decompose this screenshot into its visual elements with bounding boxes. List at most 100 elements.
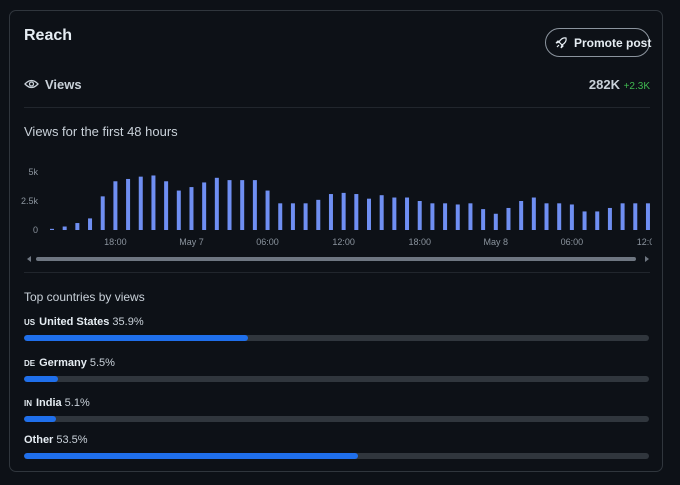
- bar: [126, 178, 131, 230]
- bar: [506, 207, 511, 230]
- country-name: Germany: [39, 357, 87, 369]
- country-name: Other: [24, 434, 54, 446]
- bar: [582, 211, 587, 230]
- title: Reach: [24, 27, 73, 44]
- share-bar: [24, 453, 359, 459]
- views-label: Views: [45, 77, 82, 92]
- chart-title: Views for the first 48 hours: [24, 124, 178, 139]
- rocket-icon: [555, 37, 567, 49]
- country-label: IN India 5.1%: [24, 397, 90, 409]
- bar: [316, 199, 321, 230]
- bar: [633, 203, 638, 230]
- promote-button[interactable]: Promote post: [545, 28, 652, 57]
- bar: [405, 197, 410, 230]
- bar: [214, 177, 219, 230]
- x-tick-label: 12:00: [637, 237, 652, 247]
- views-total: 282K: [588, 77, 620, 92]
- chart: 0 2.5k 5k 18:00 May 7 06:00 12:00 18:00 May 8 06:…: [21, 167, 652, 247]
- divider: [24, 107, 650, 108]
- bar: [50, 228, 54, 230]
- divider: [24, 272, 650, 273]
- country-label: US United States 35.9%: [24, 316, 144, 328]
- bar: [151, 175, 156, 230]
- bar: [443, 203, 448, 230]
- x-tick-label: 06:00: [561, 237, 584, 247]
- bar: [265, 190, 270, 230]
- country-code: US: [24, 318, 36, 327]
- bar: [493, 213, 498, 230]
- bar: [176, 190, 181, 230]
- bar: [569, 204, 574, 230]
- scrollbar-graphic: [27, 256, 649, 262]
- country-share: 53.5%: [56, 434, 88, 446]
- country-name: India: [36, 397, 62, 409]
- bar: [354, 194, 359, 230]
- share-track: [24, 376, 649, 382]
- x-tick-label: May 7: [179, 237, 204, 247]
- share-bar: [24, 416, 56, 422]
- bar: [455, 204, 460, 230]
- y-tick-label: 0: [33, 225, 38, 235]
- country-code: DE: [24, 359, 36, 368]
- bar: [189, 187, 194, 230]
- x-tick-label: 18:00: [408, 237, 431, 247]
- x-tick-label: May 8: [484, 237, 509, 247]
- country-label: Other 53.5%: [24, 434, 88, 446]
- bar: [645, 203, 650, 230]
- card: [9, 10, 663, 472]
- country-label: DE Germany 5.5%: [24, 357, 115, 369]
- bar: [328, 194, 333, 230]
- x-tick-label: 06:00: [256, 237, 279, 247]
- country-code: IN: [24, 399, 32, 408]
- bar: [544, 203, 549, 230]
- bar: [481, 209, 486, 230]
- bar: [557, 203, 562, 230]
- x-tick-label: 18:00: [104, 237, 127, 247]
- bar: [607, 207, 612, 230]
- views-change: +2.3K: [623, 81, 650, 92]
- bar: [392, 197, 397, 230]
- country-share: 5.5%: [89, 357, 115, 369]
- y-tick-label: 5k: [28, 167, 38, 177]
- bar: [202, 182, 207, 230]
- bar: [519, 201, 524, 230]
- bar: [240, 180, 245, 230]
- bar: [75, 223, 80, 230]
- bar: [100, 196, 105, 230]
- bar: [88, 218, 93, 230]
- share-track: [24, 416, 649, 422]
- bar: [227, 180, 232, 230]
- eye-icon: [24, 79, 39, 89]
- bar: [113, 181, 118, 230]
- bar: [62, 226, 67, 230]
- bar: [531, 197, 536, 230]
- share-track: [24, 453, 649, 459]
- y-tick-label: 2.5k: [21, 196, 39, 206]
- bar: [367, 198, 371, 230]
- bar: [341, 192, 346, 230]
- bar: [468, 203, 473, 230]
- country-share: 35.9%: [112, 316, 144, 328]
- bar: [252, 180, 257, 230]
- country-share: 5.1%: [64, 397, 90, 409]
- bar: [379, 195, 384, 230]
- views-summary: 282K +2.3K: [589, 77, 650, 92]
- x-tick-label: 12:00: [332, 237, 355, 247]
- bar: [278, 203, 283, 230]
- button-label: Promote post: [574, 36, 652, 50]
- bar: [430, 203, 435, 230]
- bar: [417, 201, 422, 230]
- bar: [303, 203, 308, 230]
- bar: [620, 203, 625, 230]
- bar: [138, 176, 143, 230]
- bar: [290, 203, 295, 230]
- country-name: United States: [39, 316, 110, 328]
- share-track: [24, 335, 649, 341]
- bar: [595, 211, 600, 230]
- share-bar: [24, 376, 59, 382]
- bar: [164, 181, 169, 230]
- countries-title: Top countries by views: [24, 290, 145, 304]
- scrollbar[interactable]: [26, 250, 650, 262]
- share-bar: [24, 335, 249, 341]
